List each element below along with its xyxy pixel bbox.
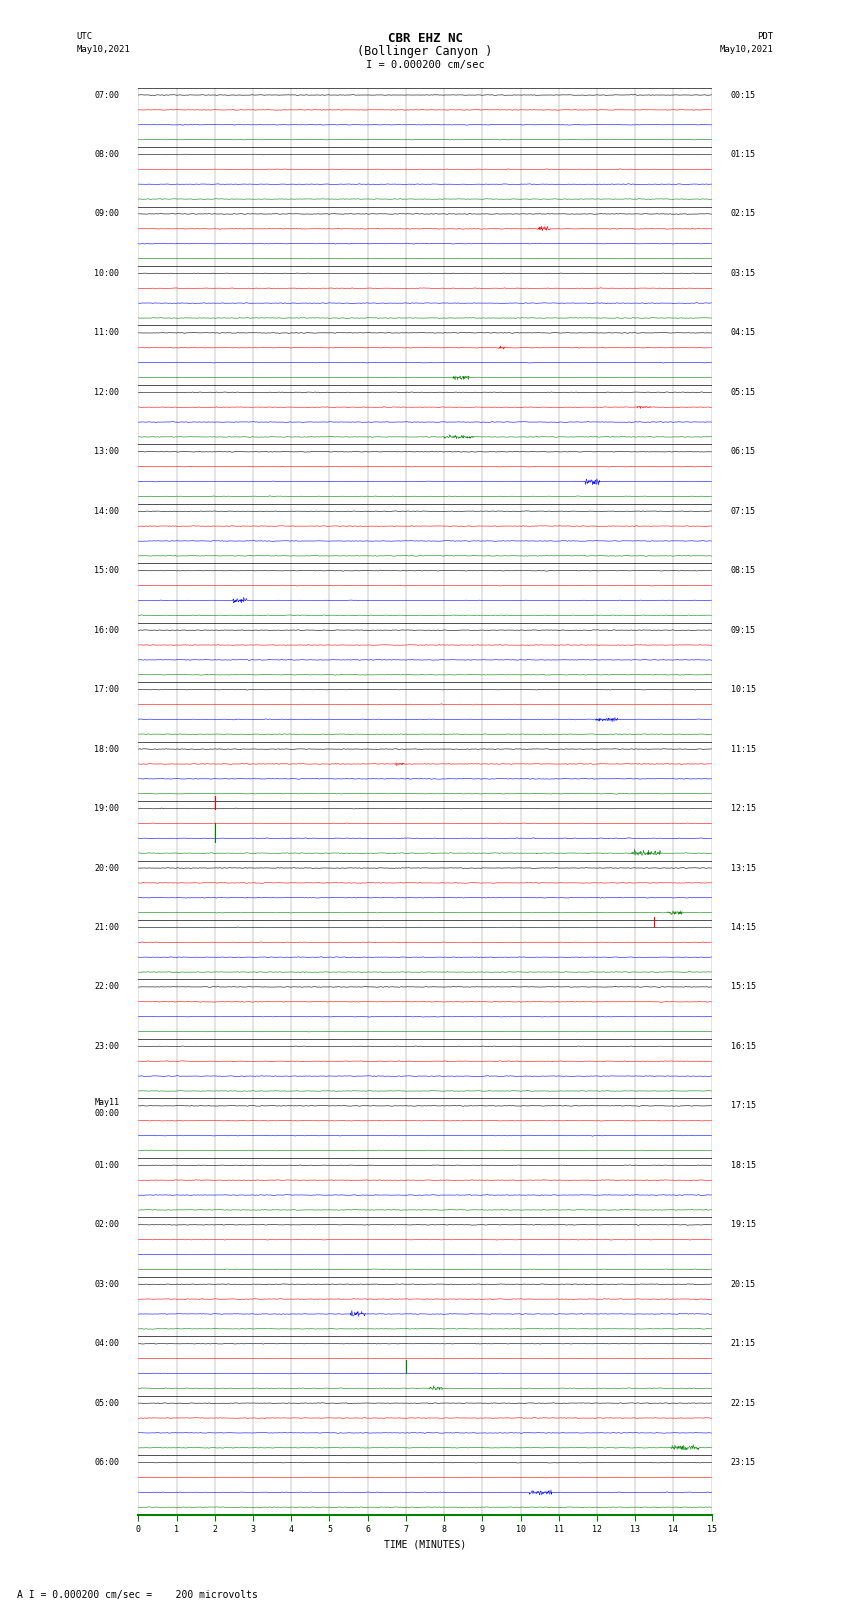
Text: 19:15: 19:15 [731,1221,756,1229]
Text: 11:00: 11:00 [94,329,119,337]
Text: 07:15: 07:15 [731,506,756,516]
Text: 09:15: 09:15 [731,626,756,634]
Text: 15:00: 15:00 [94,566,119,576]
Text: (Bollinger Canyon ): (Bollinger Canyon ) [357,45,493,58]
Text: 14:00: 14:00 [94,506,119,516]
Text: May10,2021: May10,2021 [720,45,774,55]
Text: CBR EHZ NC: CBR EHZ NC [388,32,462,45]
Text: 08:15: 08:15 [731,566,756,576]
Text: A I = 0.000200 cm/sec =    200 microvolts: A I = 0.000200 cm/sec = 200 microvolts [17,1590,258,1600]
Text: 19:00: 19:00 [94,803,119,813]
Text: 02:00: 02:00 [94,1221,119,1229]
Text: 00:00: 00:00 [94,1108,119,1118]
Text: 15:15: 15:15 [731,982,756,992]
Text: 02:15: 02:15 [731,210,756,218]
Text: 05:00: 05:00 [94,1398,119,1408]
Text: 21:00: 21:00 [94,923,119,932]
Text: 17:15: 17:15 [731,1102,756,1110]
Text: 10:00: 10:00 [94,269,119,277]
Text: 04:15: 04:15 [731,329,756,337]
Text: 16:15: 16:15 [731,1042,756,1052]
Text: 18:00: 18:00 [94,745,119,753]
Text: 01:00: 01:00 [94,1161,119,1169]
Text: 23:15: 23:15 [731,1458,756,1468]
Text: 03:15: 03:15 [731,269,756,277]
Text: I = 0.000200 cm/sec: I = 0.000200 cm/sec [366,60,484,69]
X-axis label: TIME (MINUTES): TIME (MINUTES) [384,1540,466,1550]
Text: 17:00: 17:00 [94,686,119,694]
Text: 18:15: 18:15 [731,1161,756,1169]
Text: 16:00: 16:00 [94,626,119,634]
Text: 13:15: 13:15 [731,863,756,873]
Text: 01:15: 01:15 [731,150,756,160]
Text: 20:15: 20:15 [731,1279,756,1289]
Text: 00:15: 00:15 [731,90,756,100]
Text: PDT: PDT [757,32,774,42]
Text: 23:00: 23:00 [94,1042,119,1052]
Text: 12:00: 12:00 [94,387,119,397]
Text: 10:15: 10:15 [731,686,756,694]
Text: UTC: UTC [76,32,93,42]
Text: 14:15: 14:15 [731,923,756,932]
Text: 21:15: 21:15 [731,1339,756,1348]
Text: 03:00: 03:00 [94,1279,119,1289]
Text: 06:00: 06:00 [94,1458,119,1468]
Text: 07:00: 07:00 [94,90,119,100]
Text: 06:15: 06:15 [731,447,756,456]
Text: 12:15: 12:15 [731,803,756,813]
Text: 09:00: 09:00 [94,210,119,218]
Text: 11:15: 11:15 [731,745,756,753]
Text: 05:15: 05:15 [731,387,756,397]
Text: May11: May11 [94,1098,119,1108]
Text: 04:00: 04:00 [94,1339,119,1348]
Text: 08:00: 08:00 [94,150,119,160]
Text: 13:00: 13:00 [94,447,119,456]
Text: 20:00: 20:00 [94,863,119,873]
Text: 22:15: 22:15 [731,1398,756,1408]
Text: May10,2021: May10,2021 [76,45,130,55]
Text: 22:00: 22:00 [94,982,119,992]
